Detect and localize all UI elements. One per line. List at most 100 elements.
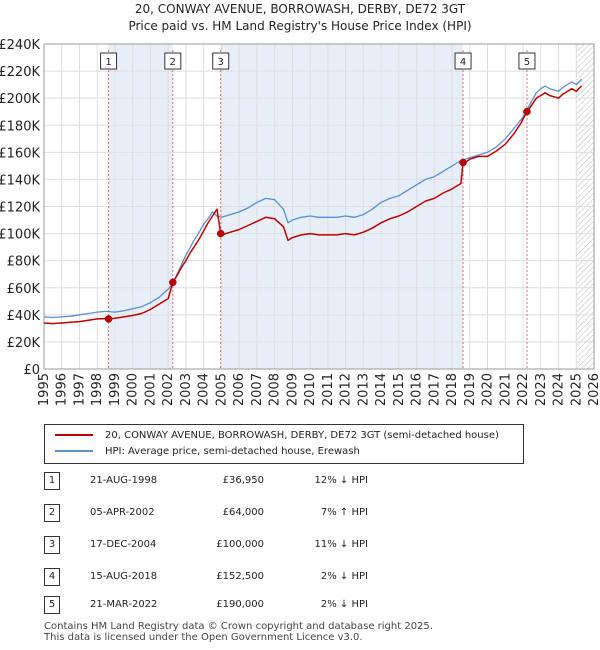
sale-point bbox=[104, 315, 113, 323]
table-row: 5 21-MAR-2022 £190,000 2% ↓ HPI bbox=[44, 596, 464, 614]
sale-marker-box bbox=[100, 52, 118, 70]
price-chart: £0 £20K £40K £60K £80K £100K £120K £140K £160K £1… bbox=[0, 38, 600, 406]
sale-date: 21-AUG-1998 bbox=[90, 475, 158, 486]
sale-hpi-diff: 12% ↓ HPI bbox=[314, 475, 368, 486]
x-tick-label: 2010 bbox=[303, 373, 318, 406]
sale-number-badge: 3 bbox=[44, 536, 60, 554]
chart-title: 20, CONWAY AVENUE, BORROWASH, DERBY, DE7… bbox=[134, 2, 466, 16]
x-tick-label: 2002 bbox=[161, 373, 176, 406]
x-tick-label: 1995 bbox=[37, 373, 52, 406]
sale-date: 21-MAR-2022 bbox=[90, 599, 158, 610]
x-tick-label: 2023 bbox=[534, 373, 549, 406]
x-tick-label: 2022 bbox=[516, 373, 531, 406]
y-tick-label: £60K bbox=[7, 282, 41, 297]
x-tick-label: 2016 bbox=[410, 373, 425, 406]
x-tick-label: 2019 bbox=[463, 373, 478, 406]
x-tick-label: 2024 bbox=[552, 373, 567, 406]
legend-item-property: 20, CONWAY AVENUE, BORROWASH, DERBY, DE7… bbox=[55, 428, 499, 444]
x-tick-label: 2003 bbox=[179, 373, 194, 406]
sale-number-badge: 1 bbox=[44, 472, 60, 490]
sale-price: £64,000 bbox=[222, 507, 264, 518]
x-tick-label: 2001 bbox=[143, 373, 158, 406]
sale-number-badge: 4 bbox=[44, 568, 60, 586]
table-row: 3 17-DEC-2004 £100,000 11% ↓ HPI bbox=[44, 536, 464, 554]
sale-hpi-diff: 2% ↓ HPI bbox=[320, 571, 368, 582]
legend-label-property: 20, CONWAY AVENUE, BORROWASH, DERBY, DE7… bbox=[105, 430, 499, 441]
x-tick-label: 2017 bbox=[427, 373, 442, 406]
y-tick-label: £200K bbox=[0, 92, 40, 107]
sale-point bbox=[459, 158, 467, 167]
footer-line-1: Contains HM Land Registry data © Crown c… bbox=[44, 621, 433, 632]
sale-number-badge: 2 bbox=[44, 504, 60, 522]
sale-marker-label: 2 bbox=[170, 57, 176, 68]
x-tick-label: 2015 bbox=[392, 373, 407, 406]
x-tick-label: 2009 bbox=[285, 373, 300, 406]
x-tick-label: 2021 bbox=[498, 373, 513, 406]
footer-line-2: This data is licensed under the Open Gov… bbox=[44, 632, 363, 643]
x-tick-label: 2000 bbox=[126, 373, 141, 406]
table-row: 1 21-AUG-1998 £36,950 12% ↓ HPI bbox=[44, 472, 464, 490]
x-tick-label: 2018 bbox=[445, 373, 460, 406]
y-tick-label: £240K bbox=[0, 38, 40, 53]
legend-line-hpi bbox=[55, 450, 93, 452]
sale-hpi-diff: 11% ↓ HPI bbox=[314, 539, 368, 550]
sale-marker-box bbox=[518, 52, 536, 70]
sale-price: £152,500 bbox=[216, 571, 264, 582]
x-tick-label: 2012 bbox=[339, 373, 354, 406]
sale-date: 05-APR-2002 bbox=[90, 507, 155, 518]
x-tick-label: 2005 bbox=[214, 373, 229, 406]
table-row: 4 15-AUG-2018 £152,500 2% ↓ HPI bbox=[44, 568, 464, 586]
footer-attribution: Contains HM Land Registry data © Crown c… bbox=[44, 621, 433, 643]
y-tick-label: £80K bbox=[7, 255, 41, 270]
x-tick-label: 1998 bbox=[90, 373, 105, 406]
legend-item-hpi: HPI: Average price, semi-detached house,… bbox=[55, 444, 360, 460]
sale-number-badge: 5 bbox=[44, 596, 60, 614]
x-tick-label: 2013 bbox=[356, 373, 371, 406]
sale-price: £190,000 bbox=[216, 599, 264, 610]
y-tick-label: £40K bbox=[7, 309, 41, 324]
x-tick-label: 2011 bbox=[321, 373, 336, 406]
x-tick-label: 1996 bbox=[55, 373, 70, 406]
sale-price: £100,000 bbox=[216, 539, 264, 550]
y-tick-label: £160K bbox=[0, 146, 40, 161]
chart-subtitle: Price paid vs. HM Land Registry's House … bbox=[128, 19, 472, 33]
sale-marker-box bbox=[454, 52, 472, 70]
plot-frame bbox=[43, 43, 595, 370]
x-tick-label: 2025 bbox=[569, 373, 584, 406]
x-tick-label: 1999 bbox=[108, 373, 123, 406]
sale-hpi-diff: 2% ↓ HPI bbox=[320, 599, 368, 610]
legend: 20, CONWAY AVENUE, BORROWASH, DERBY, DE7… bbox=[44, 424, 524, 464]
sale-marker-label: 4 bbox=[460, 57, 466, 68]
sale-marker-label: 3 bbox=[218, 57, 224, 68]
sale-marker-box bbox=[164, 52, 182, 70]
sale-date: 17-DEC-2004 bbox=[90, 539, 157, 550]
sale-hpi-diff: 7% ↑ HPI bbox=[320, 507, 368, 518]
x-tick-label: 1997 bbox=[72, 373, 87, 406]
y-tick-label: £100K bbox=[0, 228, 40, 243]
legend-line-property bbox=[55, 434, 93, 436]
x-tick-label: 2007 bbox=[250, 373, 265, 406]
y-tick-label: £220K bbox=[0, 65, 40, 80]
sale-marker-label: 5 bbox=[524, 57, 530, 68]
sale-date: 15-AUG-2018 bbox=[90, 571, 158, 582]
legend-label-hpi: HPI: Average price, semi-detached house,… bbox=[105, 446, 360, 457]
sale-marker-box bbox=[212, 52, 230, 70]
y-tick-label: £120K bbox=[0, 201, 40, 216]
y-tick-label: £140K bbox=[0, 173, 40, 188]
x-tick-label: 2014 bbox=[374, 373, 389, 406]
x-tick-label: 2008 bbox=[268, 373, 283, 406]
x-tick-label: 2020 bbox=[481, 373, 496, 406]
y-tick-label: £20K bbox=[7, 336, 41, 351]
sale-price: £36,950 bbox=[222, 475, 264, 486]
sale-point bbox=[216, 229, 225, 238]
sale-point bbox=[523, 107, 531, 116]
x-tick-label: 2026 bbox=[587, 373, 600, 406]
y-tick-label: £180K bbox=[0, 119, 40, 134]
x-tick-label: 2004 bbox=[197, 373, 212, 406]
sale-point bbox=[169, 278, 177, 287]
sale-marker-label: 1 bbox=[105, 57, 111, 68]
y-tick-label: £0 bbox=[23, 363, 40, 378]
x-tick-label: 2006 bbox=[232, 373, 247, 406]
table-row: 2 05-APR-2002 £64,000 7% ↑ HPI bbox=[44, 504, 464, 522]
property-series-line bbox=[43, 85, 583, 325]
